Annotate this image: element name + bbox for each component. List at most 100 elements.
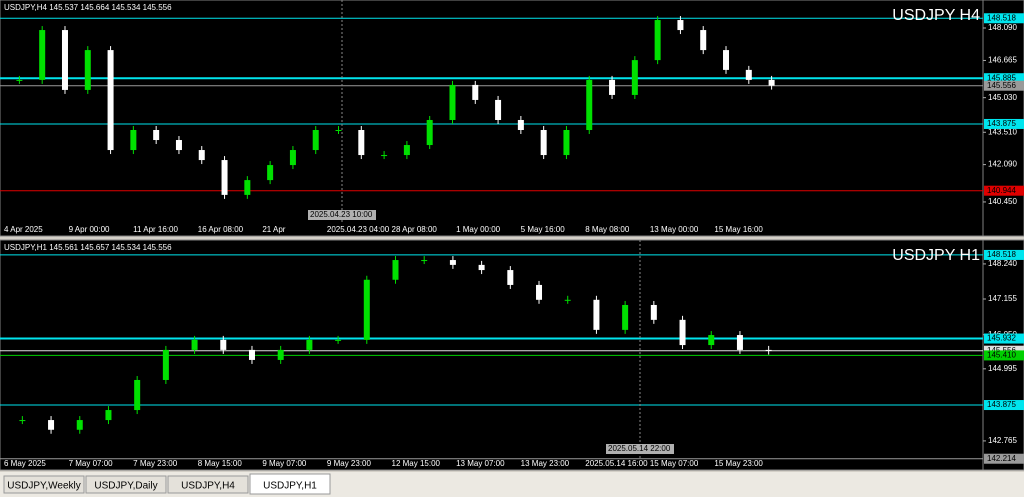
cursor-box: [308, 210, 376, 220]
tab-label[interactable]: USDJPY,H1: [263, 481, 317, 492]
x-tick-label: 13 May 23:00: [521, 459, 570, 468]
candle: [472, 84, 479, 100]
candle: [736, 335, 743, 350]
candle: [679, 319, 686, 346]
level-label: 148.518: [987, 250, 1016, 259]
candle: [536, 284, 543, 300]
candle: [765, 349, 772, 351]
candle: [654, 20, 661, 61]
candle: [449, 84, 456, 120]
x-tick-label: 12 May 15:00: [392, 459, 441, 468]
x-tick-label: 13 May 07:00: [456, 459, 505, 468]
level-box: [984, 400, 1024, 411]
candle: [175, 140, 182, 151]
candle: [312, 130, 319, 151]
tab[interactable]: [3, 475, 85, 494]
level-box: [984, 350, 1024, 361]
y-tick-label: 144.995: [988, 364, 1017, 373]
candle: [564, 299, 571, 301]
level-box: [984, 13, 1024, 24]
tab[interactable]: [249, 473, 331, 495]
candle: [381, 155, 388, 157]
candle: [16, 79, 23, 81]
cursor-box: [606, 444, 674, 454]
level-label: 143.875: [987, 400, 1016, 409]
chart-header: USDJPY,H4 145.537 145.664 145.534 145.55…: [4, 3, 172, 12]
tab-label[interactable]: USDJPY,H4: [181, 481, 235, 492]
candle: [289, 150, 296, 166]
candle: [586, 79, 593, 131]
level-box: [984, 118, 1024, 129]
candle: [540, 130, 547, 156]
candle: [130, 130, 137, 151]
candle: [134, 379, 141, 411]
candle: [84, 50, 91, 90]
candle: [700, 30, 707, 51]
candle: [306, 339, 313, 350]
candle: [622, 304, 629, 330]
candle: [248, 349, 255, 360]
candle: [392, 260, 399, 280]
candle: [244, 180, 251, 195]
x-tick-label: 9 Apr 00:00: [69, 225, 110, 234]
candle: [507, 270, 514, 285]
candle: [335, 130, 342, 132]
candle: [48, 420, 55, 430]
tab-label[interactable]: USDJPY,Daily: [94, 481, 157, 492]
level-label: 145.885: [987, 73, 1016, 82]
x-tick-label: 15 May 16:00: [714, 225, 763, 234]
candle: [449, 260, 456, 265]
x-tick-label: 6 May 2025: [4, 459, 46, 468]
x-tick-label: 28 Apr 08:00: [392, 225, 438, 234]
candle: [61, 30, 68, 90]
candle: [650, 304, 657, 320]
x-tick-label: 16 Apr 08:00: [198, 225, 244, 234]
x-tick-label: 15 May 07:00: [650, 459, 699, 468]
candle: [277, 349, 284, 360]
y-tick-label: 140.450: [988, 197, 1017, 206]
panel: [0, 0, 1024, 237]
tab-label[interactable]: USDJPY,Weekly: [7, 481, 81, 492]
x-tick-label: 9 May 23:00: [327, 459, 372, 468]
level-label: 145.932: [987, 334, 1016, 343]
candle: [153, 130, 160, 141]
candle: [162, 349, 169, 380]
x-tick-label: 5 May 16:00: [521, 225, 566, 234]
candle: [76, 420, 83, 430]
candle: [426, 119, 433, 146]
candle: [335, 339, 342, 341]
y-tick-label: 146.665: [988, 56, 1017, 65]
tab[interactable]: [85, 475, 167, 494]
chart-title: USDJPY H1: [892, 247, 980, 264]
y-tick-label: 142.090: [988, 160, 1017, 169]
x-tick-label: 7 May 07:00: [69, 459, 114, 468]
y-tick-label: 145.030: [988, 93, 1017, 102]
x-tick-label: 8 May 08:00: [585, 225, 630, 234]
x-tick-label: 13 May 00:00: [650, 225, 699, 234]
candle: [220, 339, 227, 350]
candle: [191, 339, 198, 350]
candle: [563, 130, 570, 156]
candle: [478, 264, 485, 271]
candle: [39, 30, 46, 80]
x-tick-label: 7 May 23:00: [133, 459, 178, 468]
candle: [403, 145, 410, 156]
y-tick-label: 147.155: [988, 294, 1017, 303]
tab[interactable]: [167, 475, 249, 494]
candle: [421, 260, 428, 262]
x-tick-label: 4 Apr 2025: [4, 225, 43, 234]
candle: [495, 99, 502, 120]
x-tick-label: 15 May 23:00: [714, 459, 763, 468]
level-box: [984, 333, 1024, 344]
candle: [105, 410, 112, 421]
y-tick-label: 148.240: [988, 259, 1017, 268]
level-box: [984, 80, 1024, 91]
chart-header: USDJPY,H1 145.561 145.657 145.534 145.55…: [4, 243, 172, 252]
level-label: 145.410: [987, 351, 1016, 360]
x-tick-label: 11 Apr 16:00: [133, 225, 178, 234]
candle: [358, 130, 365, 156]
level-label: 148.518: [987, 13, 1016, 22]
x-tick-label: 21 Apr: [262, 225, 285, 234]
candle: [609, 79, 616, 95]
